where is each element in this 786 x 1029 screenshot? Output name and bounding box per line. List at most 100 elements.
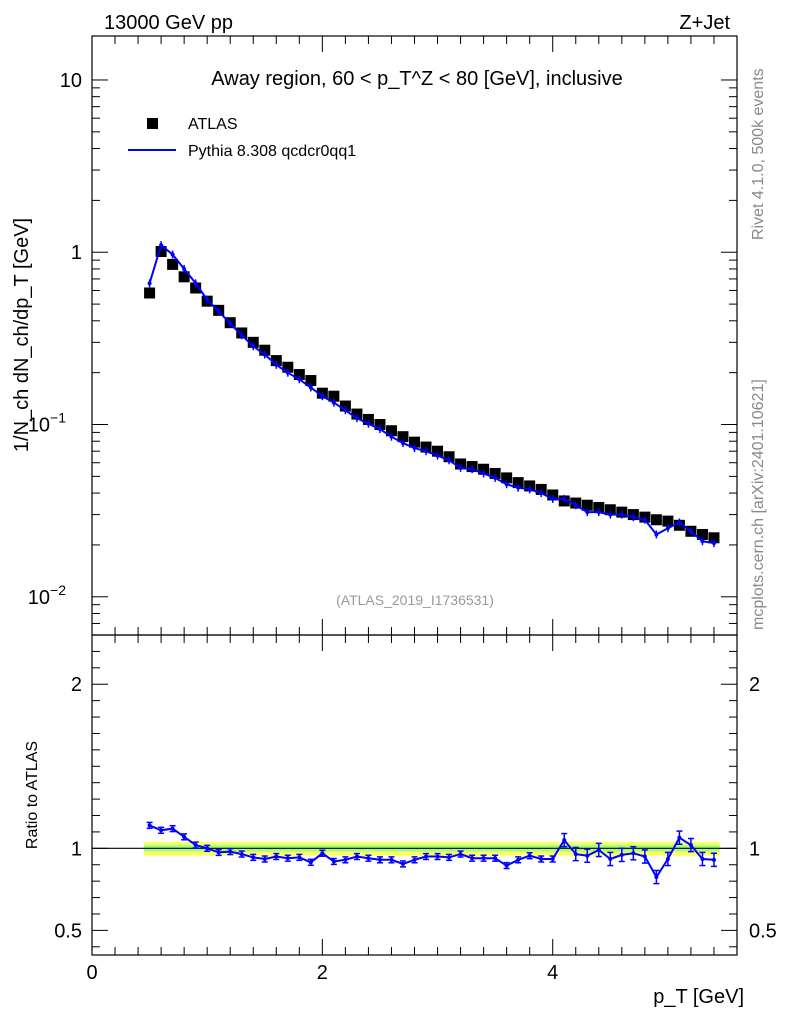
- atlas-point: [305, 375, 317, 387]
- pythia-point: [493, 475, 498, 480]
- atlas-point: [167, 258, 179, 270]
- ratio-point: [527, 853, 532, 858]
- pythia-point: [654, 532, 659, 537]
- pythia-point: [527, 487, 532, 492]
- pythia-point: [585, 510, 590, 515]
- ratio-point: [654, 875, 659, 880]
- pythia-point: [182, 266, 187, 271]
- pythia-point: [147, 281, 152, 286]
- pythia-point: [216, 309, 221, 314]
- ratio-point: [711, 857, 716, 862]
- ratio-point: [631, 851, 636, 856]
- atlas-point: [593, 501, 605, 513]
- pythia-point: [677, 520, 682, 525]
- pythia-point: [516, 485, 521, 490]
- atlas-point: [501, 472, 513, 484]
- ratio-point: [424, 854, 429, 859]
- ratio-point: [596, 847, 601, 852]
- ratio-point: [400, 861, 405, 866]
- ratio-point: [159, 828, 164, 833]
- ratio-point: [182, 834, 187, 839]
- pythia-point: [688, 529, 693, 534]
- ratio-point: [251, 855, 256, 860]
- ratio-point: [170, 826, 175, 831]
- ratio-point: [228, 849, 233, 854]
- mcplots-label: mcplots.cern.ch [arXiv:2401.10621]: [750, 379, 767, 630]
- ratio-point: [389, 857, 394, 862]
- ratio-point: [297, 855, 302, 860]
- ratio-point: [516, 857, 521, 862]
- atlas-point: [362, 413, 374, 425]
- ratio-y-tick-label-right: 2: [749, 674, 760, 696]
- ratio-point: [320, 851, 325, 856]
- energy-label: 13000 GeV pp: [104, 12, 233, 34]
- ratio-point: [642, 854, 647, 859]
- ratio-point: [239, 852, 244, 857]
- ratio-point: [481, 856, 486, 861]
- x-tick-label: 4: [547, 962, 558, 984]
- atlas-point: [328, 390, 340, 402]
- ratio-point: [573, 852, 578, 857]
- ratio-point: [435, 854, 440, 859]
- ratio-point: [205, 846, 210, 851]
- pythia-point: [377, 427, 382, 432]
- pythia-point: [631, 515, 636, 520]
- ratio-point: [700, 857, 705, 861]
- pythia-point: [343, 408, 348, 413]
- pythia-point: [447, 458, 452, 463]
- ratio-y-tick-label: 2: [71, 674, 82, 696]
- atlas-point: [581, 499, 593, 511]
- atlas-point: [385, 425, 397, 437]
- atlas-point: [351, 408, 363, 420]
- atlas-point: [282, 361, 294, 373]
- pythia-point: [320, 394, 325, 399]
- ratio-panel: 0.5 0.5 1 1 2 2 0 2 4 Ratio to ATLAS p_T [GeV]: [24, 634, 777, 1008]
- atlas-point: [650, 514, 662, 526]
- main-data: [144, 241, 720, 548]
- ratio-point: [331, 859, 336, 864]
- ratio-point: [308, 860, 313, 865]
- x-tick-label: 0: [86, 962, 97, 984]
- pythia-point: [389, 434, 394, 439]
- pythia-point: [550, 496, 555, 501]
- atlas-point: [155, 246, 167, 258]
- ratio-point: [608, 857, 613, 861]
- atlas-point: [696, 528, 708, 540]
- ratio-point: [665, 857, 670, 861]
- pythia-point: [274, 362, 279, 367]
- ratio-point: [343, 857, 348, 862]
- process-label: Z+Jet: [679, 12, 730, 34]
- x-tick-label: 2: [317, 962, 328, 984]
- ratio-ylabel: Ratio to ATLAS: [24, 741, 41, 849]
- ratio-y-tick-label: 1: [71, 838, 82, 860]
- ratio-axis-ticks: 0.5 0.5 1 1 2 2 0 2 4: [54, 634, 777, 984]
- ratio-y-tick-label-right: 1: [749, 838, 760, 860]
- main-y-tick-label: 1: [71, 242, 82, 264]
- atlas-point: [409, 436, 420, 448]
- atlas-point: [478, 463, 490, 475]
- ratio-uncertainty-band: [92, 841, 737, 856]
- ratio-point: [193, 843, 198, 848]
- pythia-point: [700, 539, 705, 544]
- ratio-point: [688, 843, 693, 848]
- pythia-point: [665, 526, 670, 531]
- ratio-point: [366, 856, 371, 861]
- main-panel: 10−2 10−1 1 10 Away region, 60 < p_T^Z < 80…: [11, 35, 738, 636]
- atlas-point: [339, 400, 351, 412]
- main-ylabel: 1/N_ch dN_ch/dp_T [GeV]: [11, 218, 33, 452]
- atlas-point: [178, 271, 190, 283]
- pythia-point: [412, 446, 417, 451]
- ratio-point: [539, 857, 544, 861]
- pythia-point: [642, 517, 647, 522]
- legend: ATLAS Pythia 8.308 qcdcr0qq1: [128, 116, 356, 160]
- analysis-label: (ATLAS_2019_I1736531): [336, 592, 494, 608]
- ratio-point: [585, 853, 590, 858]
- pythia-point: [596, 510, 601, 515]
- x-axis-label: p_T [GeV]: [653, 986, 744, 1008]
- pythia-point: [711, 541, 716, 546]
- pythia-point: [228, 321, 233, 326]
- legend-label-pythia: Pythia 8.308 qcdcr0qq1: [188, 143, 356, 160]
- atlas-point: [374, 419, 386, 431]
- pythia-point: [170, 252, 175, 257]
- pythia-point: [331, 400, 336, 405]
